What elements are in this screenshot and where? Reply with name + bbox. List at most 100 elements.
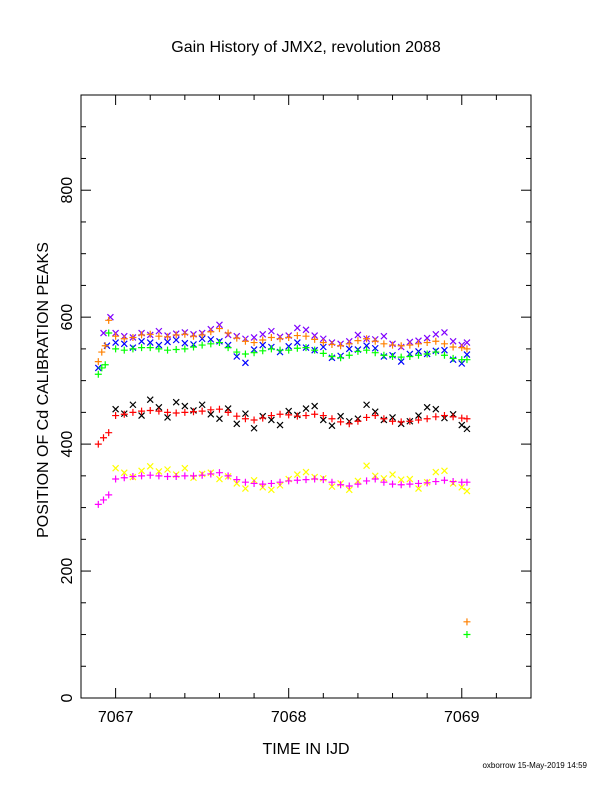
data-point bbox=[146, 406, 154, 414]
data-point bbox=[155, 327, 163, 335]
data-point bbox=[328, 483, 336, 491]
data-point bbox=[458, 483, 466, 491]
data-point bbox=[155, 345, 163, 353]
data-point bbox=[164, 346, 172, 354]
data-point bbox=[250, 349, 258, 357]
data-point bbox=[380, 351, 388, 359]
y-tick-label: 600 bbox=[59, 304, 76, 331]
data-point bbox=[241, 485, 249, 492]
data-point bbox=[215, 339, 223, 347]
data-point bbox=[311, 410, 319, 418]
data-point bbox=[241, 337, 249, 345]
x-axis-label: TIME IN IJD bbox=[262, 741, 349, 758]
data-point bbox=[458, 414, 466, 422]
data-point bbox=[181, 339, 189, 347]
data-point bbox=[319, 339, 327, 347]
data-point bbox=[423, 339, 431, 347]
data-point bbox=[463, 631, 471, 639]
data-point bbox=[233, 420, 241, 428]
data-point bbox=[397, 476, 405, 484]
data-point bbox=[458, 344, 466, 352]
y-tick-label: 400 bbox=[59, 431, 76, 458]
data-point bbox=[207, 328, 215, 336]
data-point bbox=[146, 396, 154, 404]
data-point bbox=[345, 345, 353, 353]
data-point bbox=[302, 476, 310, 484]
data-point bbox=[259, 336, 267, 344]
data-point bbox=[337, 412, 345, 420]
data-point bbox=[415, 479, 422, 487]
data-point bbox=[146, 462, 154, 470]
data-point bbox=[328, 478, 336, 486]
data-point bbox=[267, 479, 275, 487]
data-point bbox=[293, 471, 301, 478]
y-tick-label: 0 bbox=[59, 693, 76, 702]
data-point bbox=[198, 407, 206, 415]
data-point bbox=[363, 346, 371, 354]
data-point bbox=[293, 332, 301, 340]
data-point bbox=[276, 410, 284, 418]
data-point bbox=[94, 500, 102, 508]
data-point bbox=[216, 321, 223, 329]
data-point bbox=[440, 340, 448, 348]
data-point bbox=[363, 477, 371, 485]
data-point bbox=[138, 337, 146, 345]
data-point bbox=[250, 479, 258, 487]
data-point bbox=[363, 342, 371, 350]
data-point bbox=[207, 410, 215, 418]
data-point bbox=[216, 475, 223, 483]
data-point bbox=[98, 364, 106, 372]
data-point bbox=[345, 351, 353, 359]
data-point bbox=[311, 332, 319, 339]
series-0 bbox=[100, 313, 471, 351]
data-point bbox=[354, 417, 362, 425]
data-point bbox=[432, 330, 440, 338]
data-point bbox=[241, 410, 249, 418]
data-point bbox=[449, 478, 457, 486]
data-point bbox=[354, 347, 362, 355]
data-point bbox=[311, 475, 319, 483]
data-point bbox=[216, 415, 223, 423]
data-point bbox=[112, 345, 120, 353]
data-point bbox=[354, 337, 362, 345]
data-point bbox=[215, 469, 223, 477]
data-point bbox=[432, 468, 440, 476]
data-point bbox=[233, 334, 241, 342]
data-point bbox=[190, 343, 197, 351]
data-point bbox=[250, 424, 258, 432]
data-point bbox=[345, 486, 353, 494]
data-point bbox=[164, 408, 172, 416]
data-point bbox=[345, 340, 353, 348]
data-point bbox=[181, 472, 189, 480]
data-point bbox=[389, 417, 397, 425]
data-point bbox=[337, 481, 345, 489]
data-point bbox=[432, 413, 440, 421]
data-point bbox=[406, 353, 414, 361]
data-point bbox=[285, 346, 293, 354]
data-point bbox=[441, 328, 448, 336]
data-point bbox=[406, 480, 414, 488]
data-point bbox=[354, 331, 362, 339]
data-point bbox=[100, 434, 107, 442]
data-point bbox=[397, 481, 405, 489]
data-point bbox=[363, 335, 371, 343]
data-point bbox=[423, 350, 431, 358]
data-point bbox=[181, 345, 189, 353]
data-point bbox=[423, 403, 431, 411]
data-point bbox=[415, 351, 422, 359]
data-point bbox=[94, 370, 102, 378]
data-point bbox=[172, 409, 180, 417]
data-point bbox=[198, 335, 206, 343]
data-point bbox=[363, 413, 371, 421]
data-point bbox=[172, 346, 180, 354]
data-point bbox=[380, 415, 388, 423]
data-point bbox=[319, 412, 327, 420]
data-point bbox=[293, 339, 301, 346]
data-point bbox=[415, 348, 422, 355]
data-point bbox=[207, 406, 215, 414]
data-point bbox=[319, 335, 327, 343]
data-point bbox=[172, 331, 180, 339]
data-point bbox=[233, 348, 241, 356]
data-point bbox=[105, 491, 113, 499]
data-point bbox=[440, 412, 448, 420]
